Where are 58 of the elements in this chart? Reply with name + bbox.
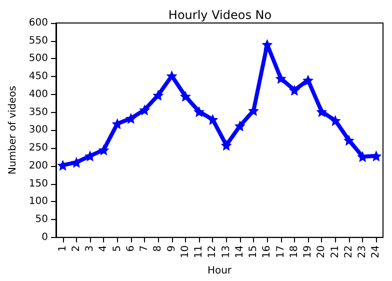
x-tick-label: 6 (125, 245, 136, 252)
x-tick-label: 10 (180, 245, 191, 258)
point (234, 120, 246, 132)
y-tick-label: 250 (28, 142, 48, 154)
y-tick-label: 500 (28, 53, 48, 64)
x-tick-label: 1 (57, 245, 68, 252)
point (152, 90, 164, 101)
x-tick-label: 21 (330, 245, 341, 258)
x-tick-label: 22 (343, 245, 354, 258)
x-tick-label: 23 (357, 245, 368, 258)
y-tick-label: 300 (28, 124, 48, 136)
chart-title: Hourly Videos No (168, 8, 272, 22)
y-tick-label: 350 (28, 106, 48, 118)
point (275, 72, 286, 84)
y-tick-label: 550 (28, 35, 48, 46)
x-tick-label: 5 (112, 245, 123, 252)
x-tick-label: 20 (316, 245, 328, 258)
y-tick-label: 100 (28, 196, 48, 208)
point (330, 115, 341, 126)
point (194, 106, 205, 118)
x-tick-label: 17 (275, 245, 286, 258)
point (302, 74, 314, 86)
x-tick-label: 16 (262, 245, 273, 258)
x-tick-label: 11 (194, 245, 205, 258)
x-tick-label: 4 (98, 245, 110, 252)
x-tick-label: 9 (166, 245, 178, 252)
x-tick-label: 7 (139, 245, 150, 252)
y-axis-title: Number of videos (8, 86, 18, 175)
y-tick-label: 0 (42, 232, 48, 243)
y-tick-label: 150 (28, 178, 48, 190)
point (343, 134, 354, 146)
x-tick-label: 14 (234, 245, 246, 258)
x-tick-label: 18 (288, 245, 300, 258)
y-tick-label: 450 (28, 71, 48, 82)
point (70, 156, 82, 168)
y-tick-label: 400 (28, 88, 48, 100)
point (98, 144, 110, 156)
point (288, 84, 300, 96)
point (139, 104, 150, 116)
x-tick-label: 13 (220, 245, 232, 258)
point (84, 150, 96, 162)
point (220, 140, 232, 151)
point (316, 106, 328, 118)
y-tick-label: 600 (28, 18, 48, 28)
x-tick-label: 15 (248, 245, 260, 258)
point (180, 90, 191, 102)
x-axis-title: Hour (207, 266, 232, 276)
x-tick-label: 3 (84, 245, 96, 252)
x-tick-label: 2 (70, 245, 82, 252)
x-tick-label: 12 (207, 245, 218, 258)
point (262, 38, 273, 50)
point (125, 112, 136, 124)
y-tick-label: 200 (28, 160, 48, 172)
x-tick-label: 24 (370, 245, 382, 258)
point (207, 114, 218, 125)
x-tick-label: 19 (302, 245, 314, 258)
y-tick-label: 50 (35, 214, 48, 226)
x-tick-label: 8 (152, 245, 164, 252)
